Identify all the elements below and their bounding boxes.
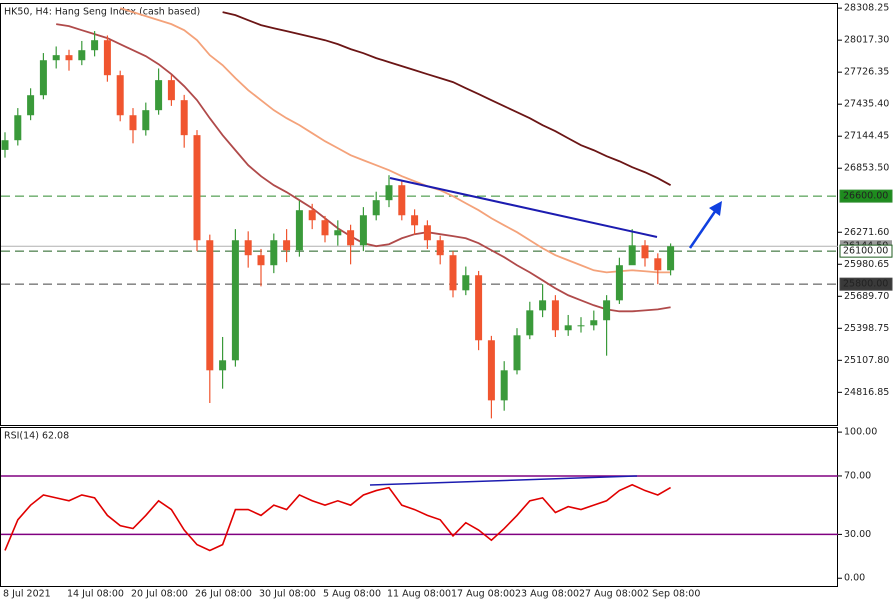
- y-tick-label: 27726.35: [844, 67, 889, 78]
- candle-body: [103, 40, 111, 76]
- candle-body: [590, 320, 598, 326]
- y-tick-label: 100.00: [844, 427, 877, 438]
- candle-body: [423, 225, 431, 241]
- rsi-title: RSI(14) 62.08: [4, 431, 69, 442]
- x-tick-label: 30 Jul 08:00: [259, 589, 316, 600]
- x-tick-label: 11 Aug 08:00: [387, 589, 451, 600]
- level-label: 26100.00: [843, 246, 888, 257]
- candle-body: [398, 185, 406, 216]
- candle-body: [526, 310, 534, 336]
- y-tick-label: 27144.45: [844, 131, 889, 142]
- candle-body: [359, 215, 367, 246]
- y-tick-label: 0.00: [844, 573, 865, 584]
- level-label-box: [839, 189, 893, 203]
- y-tick-label: 27435.40: [844, 99, 889, 110]
- candle-body: [334, 230, 342, 236]
- candle-body: [667, 246, 675, 271]
- price-panel-frame: [0, 3, 838, 426]
- x-tick-label: 23 Aug 08:00: [515, 589, 579, 600]
- candle-body: [436, 240, 444, 256]
- x-tick-label: 20 Jul 08:00: [131, 589, 188, 600]
- candle-body: [167, 80, 175, 101]
- candle-body: [14, 115, 22, 141]
- candle-body: [27, 95, 35, 116]
- candle-body: [142, 110, 150, 131]
- x-tick-label: 27 Aug 08:00: [579, 589, 643, 600]
- y-tick-label: 70.00: [844, 470, 871, 481]
- y-tick-label: 26853.50: [844, 163, 889, 174]
- candle-body: [500, 370, 508, 401]
- x-tick-label: 5 Aug 08:00: [323, 589, 381, 600]
- arrow-line: [688, 209, 718, 249]
- candle-body: [628, 245, 636, 266]
- candle-body: [129, 115, 137, 131]
- level-label-box: [839, 277, 893, 291]
- level-label-box: [839, 244, 893, 258]
- y-tick-label: 24816.85: [844, 387, 889, 398]
- candle-body: [180, 100, 188, 136]
- x-tick-label: 17 Aug 08:00: [451, 589, 515, 600]
- x-tick-label: 14 Jul 08:00: [67, 589, 124, 600]
- candle-body: [219, 360, 227, 371]
- candle-body: [603, 300, 611, 321]
- candle-body: [206, 240, 214, 371]
- level-label: 25800.00: [843, 279, 888, 290]
- candle-body: [385, 185, 393, 201]
- candle-body: [270, 240, 278, 266]
- chart-title: HK50, H4: Hang Seng Index (cash based): [4, 7, 200, 18]
- candle-body: [155, 80, 163, 111]
- candle-body: [1, 140, 9, 150]
- candle-body: [462, 275, 470, 291]
- candle-body: [295, 210, 303, 251]
- candle-body: [244, 240, 252, 256]
- candle-body: [193, 135, 201, 241]
- arrow-head: [709, 201, 722, 216]
- candle-body: [39, 60, 47, 96]
- candle-body: [321, 220, 329, 236]
- candle-body: [615, 265, 623, 301]
- candle-body: [551, 300, 559, 331]
- candle-body: [475, 275, 483, 341]
- y-tick-label: 28308.25: [844, 3, 889, 14]
- x-tick-label: 26 Jul 08:00: [195, 589, 252, 600]
- candle-body: [487, 340, 495, 401]
- candle-body: [411, 215, 419, 226]
- candle-body: [539, 300, 547, 311]
- candle-body: [52, 55, 60, 61]
- rsi-trend-line: [369, 475, 638, 486]
- moving-average: [222, 11, 672, 187]
- moving-average: [119, 7, 671, 274]
- candle-body: [564, 325, 572, 331]
- candle-body: [91, 40, 99, 51]
- y-tick-label: 25980.65: [844, 259, 889, 270]
- candle-body: [65, 55, 73, 61]
- y-tick-label: 28017.30: [844, 35, 889, 46]
- y-tick-label: 25398.75: [844, 323, 889, 334]
- candle-body: [283, 240, 291, 251]
- candle-body: [654, 258, 662, 271]
- trend-line: [389, 177, 658, 238]
- candle-body: [577, 325, 585, 327]
- y-tick-label: 26271.60: [844, 227, 889, 238]
- candle-body: [231, 240, 239, 361]
- moving-average: [56, 23, 671, 313]
- candle-body: [641, 245, 649, 259]
- y-tick-label: 25107.80: [844, 355, 889, 366]
- rsi-panel-frame: [0, 427, 838, 587]
- y-tick-label: 30.00: [844, 529, 871, 540]
- candle-body: [257, 255, 265, 266]
- candle-body: [308, 210, 316, 221]
- y-tick-label: 25689.70: [844, 291, 889, 302]
- candle-body: [449, 255, 457, 291]
- candle-body: [116, 75, 124, 116]
- candle-body: [513, 335, 521, 371]
- candle-body: [78, 50, 86, 61]
- candle-body: [347, 230, 355, 246]
- rsi-line: [4, 483, 672, 552]
- x-tick-label: 2 Sep 08:00: [643, 589, 700, 600]
- level-label: 26600.00: [843, 191, 888, 202]
- candle-body: [372, 200, 380, 216]
- x-tick-label: 8 Jul 2021: [3, 589, 51, 600]
